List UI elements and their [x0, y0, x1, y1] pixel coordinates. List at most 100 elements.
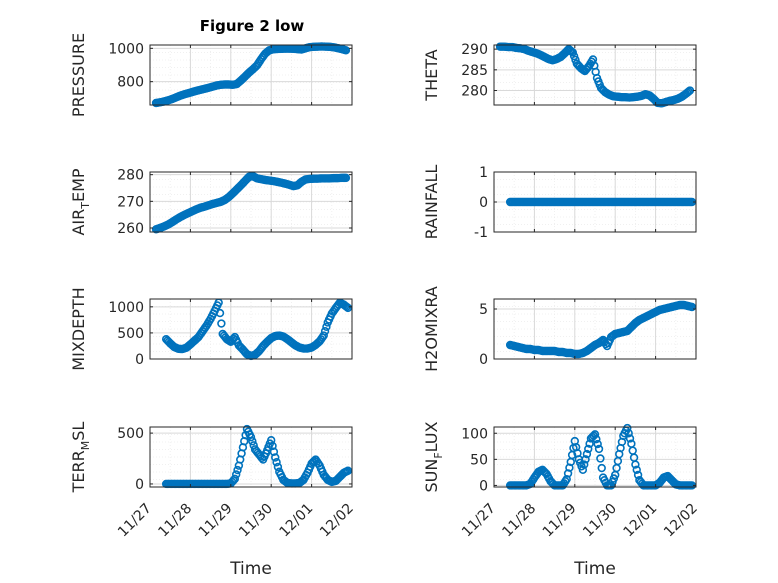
- theta-y-tick-label: 290: [461, 42, 488, 58]
- terr-msl-data-point: [269, 447, 279, 456]
- mixdepth-y-label: MIXDEPTH: [69, 287, 88, 370]
- mixdepth-data-point: [320, 326, 330, 336]
- terr-msl-x-tick-label: 11/29: [196, 501, 236, 541]
- terr-msl-data-point: [308, 458, 318, 467]
- sun-flux-data-point: [609, 474, 619, 483]
- figure-title: Figure 2 low: [200, 17, 305, 35]
- theta-data-point: [683, 88, 692, 97]
- theta-data-point: [591, 67, 600, 77]
- subplot-theta: 280 285 290 THETA: [422, 42, 697, 108]
- sun-flux-data-point: [597, 463, 606, 473]
- mixdepth-y-tick-label: 1000: [108, 300, 144, 316]
- terr-msl-data-point: [245, 430, 254, 439]
- theta-y-tick-label: 285: [461, 63, 488, 79]
- air-temp-y-label-part: EMP: [69, 168, 88, 202]
- terr-msl-y-label-subscript: M: [79, 441, 92, 451]
- pressure-y-tick-label: 800: [117, 75, 144, 91]
- pressure-y-label: PRESSURE: [69, 33, 88, 117]
- h2omixra-x-ticks: [493, 299, 697, 359]
- theta-data-point: [569, 51, 579, 61]
- subplot-terr-msl: 0 500 TERRMSL 11/27 11/28 11/29 11/30 12/01 12/0…: [69, 422, 357, 579]
- sun-flux-data-point: [682, 481, 691, 490]
- sun-flux-x-tick-label: 12/02: [661, 501, 701, 541]
- sun-flux-y-tick-label: 100: [461, 426, 488, 442]
- sun-flux-data-point: [632, 465, 641, 474]
- pressure-data-point: [258, 53, 267, 62]
- mixdepth-data-point: [213, 301, 222, 310]
- sun-flux-y-label-part: SUN: [422, 459, 441, 493]
- terr-msl-data-point: [248, 437, 257, 446]
- rainfall-y-tick-label: 1: [479, 165, 488, 181]
- h2omixra-y-tick-label: 5: [479, 302, 488, 318]
- pressure-data-point: [340, 45, 349, 55]
- terr-msl-x-tick-label: 12/02: [317, 501, 357, 541]
- sun-flux-data-point: [582, 449, 592, 459]
- h2omixra-series: [505, 300, 697, 359]
- terr-msl-y-label-part: TERR: [69, 450, 88, 493]
- sun-flux-data-point: [629, 453, 639, 462]
- terr-msl-data-point: [252, 446, 261, 456]
- sun-flux-x-tick-label: 11/30: [580, 501, 620, 541]
- h2omixra-y-label: H2OMIXRA: [422, 286, 441, 372]
- sun-flux-data-point: [565, 463, 574, 472]
- sun-flux-x-tick-label: 11/27: [459, 501, 499, 541]
- theta-data-point: [565, 46, 575, 55]
- air-temp-x-ticks: [149, 172, 353, 232]
- terr-msl-data-point: [227, 477, 237, 487]
- sun-flux-data-point: [581, 455, 590, 464]
- air-temp-y-tick-label: 270: [117, 194, 144, 210]
- terr-msl-data-point: [233, 465, 242, 475]
- sun-flux-data-point: [539, 466, 549, 476]
- sun-flux-data-point: [580, 460, 589, 469]
- air-temp-data-point: [336, 173, 345, 183]
- subplot-rainfall: -1 0 1 RAINFALL: [422, 165, 697, 241]
- mixdepth-axes-box: [149, 298, 353, 360]
- theta-data-point: [561, 47, 571, 57]
- subplot-pressure: 800 1000 PRESSURE: [69, 33, 353, 117]
- h2omixra-y-tick-label: 0: [479, 352, 488, 368]
- sun-flux-x-tick-label: 11/28: [499, 501, 539, 541]
- pressure-series: [151, 42, 351, 108]
- sun-flux-data-point: [617, 437, 627, 447]
- air-temp-y-label-subscript: T: [79, 202, 92, 210]
- terr-msl-y-tick-label: 0: [135, 477, 144, 493]
- h2omixra-data-point: [686, 302, 695, 311]
- air-temp-y-label-part: AIR: [69, 209, 88, 236]
- sun-flux-y-label-subscript: F: [432, 452, 445, 458]
- rainfall-series: [505, 197, 697, 207]
- theta-axes-box: [493, 44, 697, 106]
- terr-msl-data-point: [273, 462, 283, 472]
- sun-flux-data-point: [594, 444, 604, 454]
- air-temp-data-point: [340, 173, 349, 183]
- pressure-y-tick-label: 1000: [108, 41, 144, 57]
- terr-msl-y-label: TERRMSL: [69, 422, 92, 494]
- terr-msl-x-tick-label: 11/28: [155, 501, 195, 541]
- subplot-mixdepth: 0 500 1000 MIXDEPTH: [69, 287, 353, 371]
- mixdepth-data-point: [215, 308, 225, 318]
- sun-flux-series: [505, 423, 697, 490]
- theta-x-ticks: [493, 45, 697, 105]
- sun-flux-data-point: [596, 454, 605, 463]
- rainfall-y-label: RAINFALL: [422, 165, 441, 240]
- sun-flux-y-label: SUNFLUX: [422, 421, 445, 492]
- rainfall-y-tick-label: -1: [474, 225, 488, 241]
- mixdepth-data-point: [256, 345, 265, 354]
- sun-flux-data-point: [592, 434, 601, 444]
- sun-flux-y-tick-label: 50: [470, 452, 488, 468]
- theta-data-point: [684, 87, 693, 96]
- terr-msl-x-tick-label: 12/01: [277, 501, 317, 541]
- sun-flux-data-point: [573, 449, 582, 458]
- subplot-sun-flux: 0 50 100 SUNFLUX 11/27 11/28 11/29 11/30 12/01 12…: [422, 421, 701, 579]
- pressure-data-point: [250, 63, 259, 73]
- rainfall-y-tick-label: 0: [479, 195, 488, 211]
- sun-flux-x-label: Time: [573, 559, 616, 579]
- sun-flux-y-label-part: LUX: [422, 421, 441, 452]
- rainfall-data-point: [682, 197, 691, 207]
- mixdepth-data-point: [341, 301, 350, 310]
- terr-msl-y-tick-label: 500: [117, 426, 144, 442]
- sun-flux-x-ticks: [493, 427, 697, 487]
- subplot-h2omixra: 0 5 H2OMIXRA: [422, 286, 697, 372]
- terr-msl-x-label: Time: [229, 559, 272, 579]
- air-temp-series: [151, 172, 351, 234]
